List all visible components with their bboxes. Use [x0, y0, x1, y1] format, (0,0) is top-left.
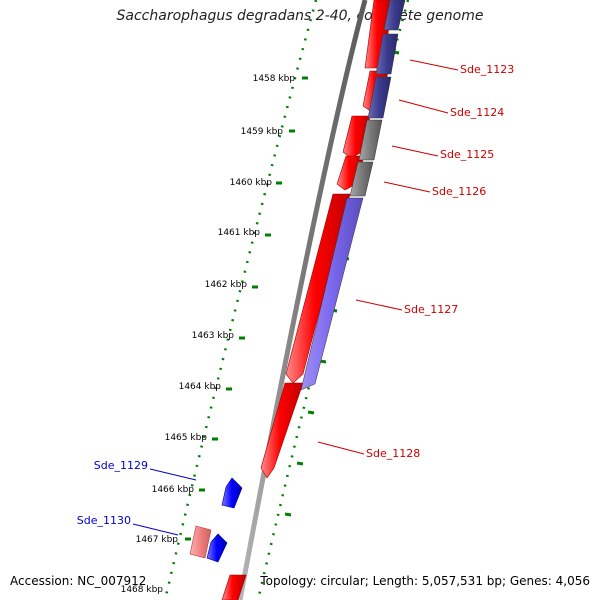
tick-1466: 1466 kbp — [152, 485, 205, 495]
outer-ruler-track — [256, 0, 410, 600]
tick-label: 1464 kbp — [179, 382, 222, 392]
tick-1464: 1464 kbp — [179, 382, 232, 392]
forward-cds-track — [221, 0, 393, 600]
genome-summary-text: Topology: circular; Length: 5,057,531 bp… — [260, 574, 590, 588]
tick-label: 1463 kbp — [192, 331, 235, 341]
tick-label: 1468 kbp — [121, 585, 164, 595]
cds-arrow-1125[interactable] — [342, 115, 371, 159]
cds-arrow-next[interactable] — [221, 574, 247, 600]
gene-label-text[interactable]: Sde_1125 — [440, 148, 494, 161]
tick-label: 1458 kbp — [253, 74, 296, 84]
gene-label-text[interactable]: Sde_1129 — [94, 459, 148, 472]
cog-block-1127[interactable] — [300, 197, 364, 391]
label-sde-1128[interactable]: Sde_1128 — [317, 441, 420, 460]
label-sde-1123[interactable]: Sde_1123 — [409, 59, 514, 76]
cog-block-1123b[interactable] — [375, 33, 399, 75]
tick-1465: 1465 kbp — [165, 433, 218, 443]
tick-1461: 1461 kbp — [218, 228, 271, 238]
label-sde-1126[interactable]: Sde_1126 — [383, 181, 486, 198]
tick-1458: 1458 kbp — [253, 74, 308, 84]
gene-label-text[interactable]: Sde_1123 — [460, 63, 514, 76]
cog-block-1125[interactable] — [358, 119, 383, 161]
genome-backbone — [237, 0, 368, 600]
cog-block-1126[interactable] — [349, 161, 374, 197]
cog-block-1123[interactable] — [383, 0, 406, 31]
label-sde-1125[interactable]: Sde_1125 — [391, 145, 494, 161]
tick-label: 1461 kbp — [218, 228, 261, 238]
gene-label-text[interactable]: Sde_1128 — [366, 447, 420, 460]
gene-labels: Sde_1123 Sde_1124 Sde_1125 Sde_1126 Sde_… — [77, 59, 514, 536]
inner-ruler-track — [163, 0, 318, 600]
accession-text: Accession: NC_007912 — [10, 574, 147, 588]
tick-label: 1467 kbp — [136, 535, 179, 545]
tick-label: 1460 kbp — [230, 178, 273, 188]
gene-label-text[interactable]: Sde_1124 — [450, 106, 504, 119]
tick-1468: 1468 kbp — [121, 585, 164, 595]
gene-label-text[interactable]: Sde_1126 — [432, 185, 486, 198]
cds-arrow-1130[interactable] — [206, 533, 228, 563]
cog-track — [300, 0, 406, 391]
label-sde-1127[interactable]: Sde_1127 — [355, 299, 458, 316]
tick-1459: 1459 kbp — [241, 127, 295, 137]
cog-block-1130[interactable] — [189, 525, 212, 559]
label-sde-1124[interactable]: Sde_1124 — [398, 99, 504, 119]
tick-label: 1459 kbp — [241, 127, 284, 137]
cds-arrow-1129[interactable] — [221, 477, 243, 509]
tick-1463: 1463 kbp — [192, 331, 245, 341]
tick-1467: 1467 kbp — [136, 535, 191, 545]
cog-block-1124[interactable] — [367, 76, 392, 119]
tick-label: 1466 kbp — [152, 485, 195, 495]
gene-label-text[interactable]: Sde_1130 — [77, 514, 131, 527]
tick-label: 1465 kbp — [165, 433, 208, 443]
cds-arrow-1128[interactable] — [260, 382, 304, 479]
reverse-cds-track — [189, 477, 243, 563]
tick-1460: 1460 kbp — [230, 178, 282, 188]
inner-ruler: 1458 kbp 1459 kbp 1460 kbp 1461 kbp 1462… — [121, 74, 308, 595]
tick-label: 1462 kbp — [205, 280, 248, 290]
label-sde-1130[interactable]: Sde_1130 — [77, 514, 179, 536]
label-sde-1129[interactable]: Sde_1129 — [94, 459, 197, 481]
gene-label-text[interactable]: Sde_1127 — [404, 303, 458, 316]
tick-1462: 1462 kbp — [205, 280, 258, 290]
cds-arrow-1127[interactable] — [285, 193, 351, 384]
